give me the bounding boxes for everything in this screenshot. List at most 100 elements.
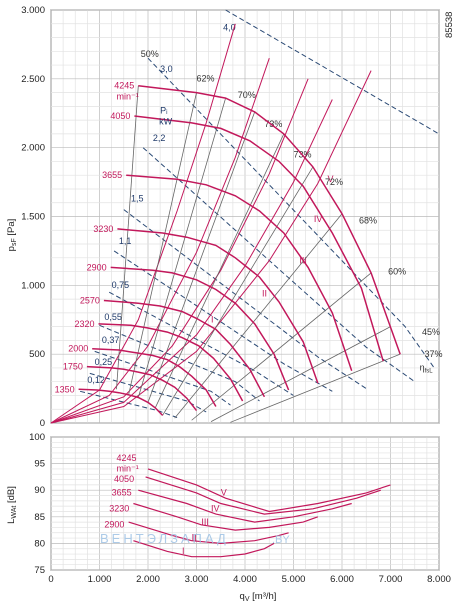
- x-tick-label: 6.000: [330, 574, 354, 585]
- noise-rpm-label: 4245: [116, 453, 136, 463]
- power-line-label: 1,5: [131, 193, 144, 203]
- power-line-label: 1,1: [119, 236, 132, 246]
- power-unit-label: Pᵢ: [160, 105, 167, 115]
- power-line-label: 0,75: [112, 280, 130, 290]
- efficiency-label: 37%: [424, 349, 442, 359]
- efficiency-line: [191, 272, 372, 421]
- x-tick-label: 4.000: [233, 574, 257, 585]
- efficiency-lines: 50%62%70%73%73%72%68%60%45%37%: [116, 49, 442, 423]
- power-line-label: 3,0: [160, 64, 173, 74]
- system-curve: [50, 58, 270, 424]
- y-tick-label: 75: [34, 565, 45, 576]
- noise-rpm-label: 2900: [104, 519, 124, 529]
- power-line-label: 0,37: [102, 335, 120, 345]
- speed-curve: [98, 323, 244, 402]
- noise-axis-label: LWAt [dB]: [6, 486, 18, 524]
- x-tick-label: 5.000: [282, 574, 306, 585]
- y-tick-label: 500: [29, 349, 45, 360]
- watermark: ВЕНТЭЛЗАПАД: [100, 531, 229, 546]
- system-curve: [50, 78, 309, 424]
- rpm-label: 1350: [55, 384, 75, 394]
- system-curve: [50, 70, 372, 424]
- pressure-grid: [50, 9, 440, 424]
- rpm-label: 4245: [114, 81, 134, 91]
- efficiency-label: 72%: [325, 177, 343, 187]
- rpm-label: 3230: [93, 224, 113, 234]
- efficiency-line: [174, 213, 343, 419]
- power-line: [123, 209, 367, 390]
- watermark-suffix: .BY: [272, 534, 290, 546]
- rpm-label: 2000: [68, 344, 88, 354]
- y-tick-label: 85: [34, 512, 45, 523]
- speed-curve: [92, 347, 217, 407]
- power-line-label: 0,12: [87, 375, 105, 385]
- speed-curve: [103, 299, 266, 398]
- system-curve-label: II: [262, 288, 267, 298]
- flow-x-ticks: 0 1.000 2.000 3.000 4.000 5.000 6.000 7.000 8.00…: [48, 574, 451, 585]
- power-line-label: 2,2: [153, 133, 166, 143]
- power-unit: kW: [159, 116, 173, 126]
- noise-curves: [128, 468, 391, 558]
- noise-curve: [128, 521, 289, 545]
- noise-curve-label: V: [221, 488, 227, 498]
- efficiency-label: 45%: [422, 327, 440, 337]
- power-line-label: 0,25: [95, 357, 113, 367]
- efficiency-line: [210, 326, 391, 422]
- rpm-label: 1750: [63, 362, 83, 372]
- y-tick-label: 100: [29, 432, 45, 443]
- noise-rpm-label: 3230: [109, 503, 129, 513]
- x-tick-label: 0: [48, 574, 53, 585]
- figure-id: 85538: [444, 12, 455, 38]
- x-tick-label: 7.000: [379, 574, 403, 585]
- x-tick-label: 8.000: [427, 574, 451, 585]
- power-line-label: 0,55: [104, 312, 122, 322]
- power-line: [225, 9, 440, 135]
- noise-curve-label: III: [201, 517, 209, 527]
- speed-unit-label: min⁻¹: [116, 91, 138, 101]
- y-tick-label: 2.000: [21, 143, 45, 154]
- noise-curve: [133, 502, 319, 531]
- system-curve-label: V: [327, 174, 333, 184]
- speed-curve: [78, 388, 164, 416]
- pressure-y-ticks: 0 500 1.000 1.500 2.000 2.500 3.000: [21, 5, 45, 429]
- x-tick-label: 3.000: [185, 574, 209, 585]
- y-tick-label: 95: [34, 459, 45, 470]
- efficiency-label: 50%: [141, 49, 159, 59]
- power-lines: 4,0 3,0 2,2 1,5 1,1 0,75 0,55 0,37 0,25 0,12: [79, 9, 440, 418]
- noise-curve-label: IV: [211, 503, 220, 513]
- power-line: [89, 372, 207, 413]
- efficiency-label: 73%: [264, 119, 282, 129]
- noise-y-ticks: 75 80 85 90 95 100: [29, 432, 45, 576]
- system-curve-label: I: [211, 315, 214, 325]
- noise-curve-label: II: [192, 533, 197, 543]
- rpm-label: 2900: [87, 262, 107, 272]
- efficiency-line: [154, 133, 285, 409]
- noise-rpm-label: 4050: [114, 474, 134, 484]
- power-line: [113, 250, 333, 392]
- x-tick-label: 1.000: [88, 574, 112, 585]
- power-line-label: 4,0: [223, 23, 236, 33]
- speed-curves: 4245 4050 3655 3230 2900 2570 2320 2000 1750 1350: [55, 81, 401, 416]
- efficiency-axis-label: ηfsL: [420, 363, 434, 375]
- power-line: [108, 291, 294, 396]
- efficiency-label: 68%: [359, 215, 377, 225]
- speed-curve: [110, 266, 290, 391]
- efficiency-line: [147, 111, 256, 403]
- efficiency-line: [230, 353, 401, 423]
- noise-rpm-label: 3655: [112, 488, 132, 498]
- speed-curve: [117, 228, 319, 384]
- noise-curve: [138, 489, 352, 523]
- rpm-label: 4050: [110, 111, 130, 121]
- efficiency-line: [128, 92, 197, 395]
- noise-curve-label: I: [182, 546, 185, 556]
- noise-curve: [147, 468, 391, 513]
- efficiency-label: 62%: [197, 74, 215, 84]
- speed-curve: [134, 115, 384, 362]
- pressure-axis-label: psF [Pa]: [6, 219, 18, 252]
- y-tick-label: 1.000: [21, 280, 45, 291]
